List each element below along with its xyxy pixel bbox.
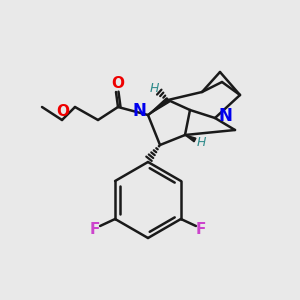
Text: F: F — [196, 221, 206, 236]
Polygon shape — [185, 135, 196, 142]
Text: N: N — [218, 107, 232, 125]
Text: H: H — [196, 136, 206, 149]
Text: F: F — [90, 221, 100, 236]
Text: O: O — [112, 76, 124, 92]
Polygon shape — [148, 98, 170, 115]
Text: N: N — [132, 102, 146, 120]
Text: H: H — [149, 82, 159, 94]
Text: O: O — [56, 103, 70, 118]
